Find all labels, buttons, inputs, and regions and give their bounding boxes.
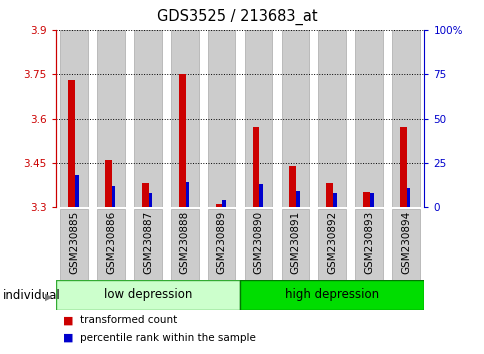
Bar — [244, 209, 272, 280]
Text: GSM230888: GSM230888 — [180, 211, 189, 274]
Text: GSM230894: GSM230894 — [400, 211, 410, 274]
Bar — [240, 280, 424, 310]
Bar — [354, 209, 382, 280]
Bar — [179, 74, 185, 207]
Bar — [281, 209, 309, 280]
Bar — [391, 30, 419, 207]
Bar — [97, 30, 125, 207]
Bar — [134, 209, 162, 280]
Bar — [68, 80, 75, 207]
Text: individual: individual — [2, 289, 60, 302]
Bar — [105, 160, 112, 207]
Bar — [333, 193, 336, 207]
Text: percentile rank within the sample: percentile rank within the sample — [80, 333, 256, 343]
Bar — [170, 209, 198, 280]
Text: GSM230889: GSM230889 — [216, 211, 226, 274]
Bar — [369, 193, 373, 207]
Bar — [318, 209, 345, 280]
Text: GSM230890: GSM230890 — [253, 211, 263, 274]
Bar — [170, 30, 198, 207]
Text: low depression: low depression — [104, 288, 192, 301]
Bar — [60, 209, 88, 280]
Text: ■: ■ — [63, 315, 74, 325]
Bar — [97, 209, 125, 280]
Text: GSM230891: GSM230891 — [290, 211, 300, 274]
Text: GSM230885: GSM230885 — [69, 211, 79, 274]
Bar — [252, 127, 259, 207]
Bar — [142, 183, 149, 207]
Bar — [244, 30, 272, 207]
Text: transformed count: transformed count — [80, 315, 177, 325]
Text: GSM230887: GSM230887 — [143, 211, 152, 274]
Bar — [296, 191, 299, 207]
Bar — [406, 188, 409, 207]
Bar — [56, 280, 240, 310]
Text: GSM230886: GSM230886 — [106, 211, 116, 274]
Bar — [391, 209, 419, 280]
Bar — [399, 127, 406, 207]
Bar — [363, 192, 369, 207]
Text: ▶: ▶ — [45, 291, 52, 301]
Text: GSM230892: GSM230892 — [327, 211, 336, 274]
Text: GSM230893: GSM230893 — [363, 211, 373, 274]
Bar — [215, 204, 222, 207]
Bar — [207, 30, 235, 207]
Bar — [222, 200, 226, 207]
Bar — [134, 30, 162, 207]
Bar — [112, 186, 115, 207]
Bar — [259, 184, 262, 207]
Bar — [185, 182, 189, 207]
Bar — [354, 30, 382, 207]
Text: GDS3525 / 213683_at: GDS3525 / 213683_at — [157, 9, 318, 25]
Bar — [149, 193, 152, 207]
Bar — [207, 209, 235, 280]
Text: high depression: high depression — [285, 288, 378, 301]
Bar — [289, 166, 296, 207]
Bar — [281, 30, 308, 207]
Bar — [75, 175, 78, 207]
Bar — [326, 183, 333, 207]
Text: ■: ■ — [63, 333, 74, 343]
Bar — [60, 30, 88, 207]
Bar — [318, 30, 345, 207]
